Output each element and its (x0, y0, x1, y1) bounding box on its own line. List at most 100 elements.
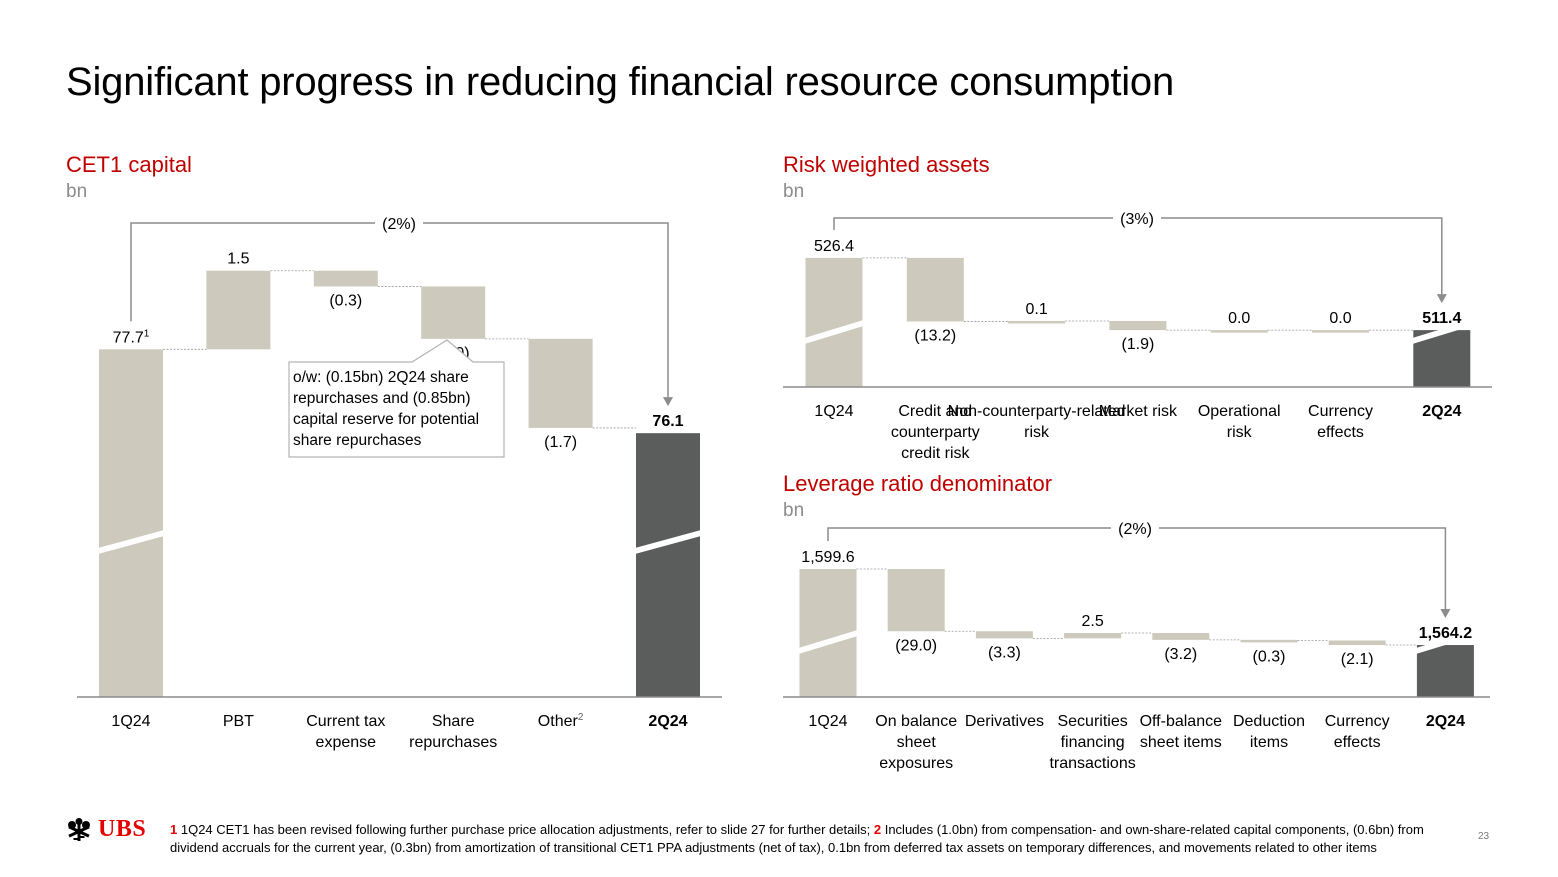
lrd-value-label-1: (29.0) (895, 637, 937, 654)
rwa-value-label-0: 526.4 (814, 238, 854, 255)
rwa-value-label-2: 0.1 (1025, 301, 1047, 318)
rwa-bar-5 (1312, 330, 1369, 333)
footnotes: 1 1Q24 CET1 has been revised following f… (170, 821, 1440, 857)
lrd-category-label: Derivatives (965, 713, 1044, 730)
rwa-unit-label: bn (783, 181, 805, 202)
cet1-axis-break-5 (635, 530, 701, 554)
rwa-category-label: Credit and (898, 403, 972, 420)
rwa-value-label-6: 511.4 (1422, 310, 1461, 327)
footnote-1-marker: 1 (170, 822, 178, 837)
cet1-category-footnote-marker: 2 (578, 712, 584, 723)
cet1-bar-1 (206, 270, 271, 350)
cet1-axis-break-0 (98, 530, 164, 554)
cet1-category-label: repurchases (409, 734, 497, 751)
rwa-category-label: Operational (1198, 403, 1281, 420)
lrd-axis-break-7 (1415, 630, 1475, 654)
lrd-change-bracket-left (827, 527, 1111, 542)
cet1-category-label: 1Q24 (111, 713, 150, 730)
cet1-bar-4 (528, 338, 593, 428)
keys-icon (68, 817, 90, 841)
footnote-1-text: 1Q24 CET1 has been revised following fur… (180, 822, 871, 837)
cet1-unit-label: bn (66, 181, 88, 202)
lrd-waterfall-chart: 1,599.6 (29.0) (3.3) 2.5 (3.2) (0.3) (2.1) 1,56… (783, 521, 1490, 772)
share-repurchase-callout: o/w: (0.15bn) 2Q24 share repurchases and… (293, 369, 480, 449)
rwa-category-label: credit risk (901, 445, 970, 462)
lrd-bar-7 (1416, 645, 1474, 697)
lrd-category-label: 2Q24 (1426, 713, 1465, 730)
rwa-value-label-5: 0.0 (1329, 310, 1351, 327)
cet1-change-label: (2%) (382, 216, 416, 233)
lrd-category-label: Off-balance (1140, 713, 1223, 730)
cet1-value-label-5: 76.1 (652, 413, 683, 430)
cet1-bar-0 (99, 349, 163, 697)
callout-box (288, 339, 505, 458)
rwa-waterfall-chart: 526.4 (13.2) 0.1 (1.9) 0.0 0.0 511.4 1Q24 Credit… (783, 211, 1492, 462)
lrd-change-label: (2%) (1118, 521, 1152, 538)
lrd-value-label-5: (0.3) (1253, 648, 1286, 665)
rwa-change-arrow-head (1436, 294, 1447, 304)
rwa-value-label-3: (1.9) (1121, 336, 1154, 353)
rwa-change-bracket-right (1161, 217, 1443, 295)
page-title: Significant progress in reducing financi… (66, 60, 1175, 104)
lrd-category-label: effects (1334, 734, 1381, 751)
ubs-logo-text: UBS (98, 816, 147, 842)
lrd-category-label: Currency (1325, 713, 1390, 730)
lrd-bar-4 (1152, 633, 1210, 640)
lrd-unit-label: bn (783, 500, 805, 521)
lrd-category-label: exposures (879, 755, 953, 772)
rwa-change-label: (3%) (1120, 211, 1154, 228)
cet1-value-label-0: 77.71 (113, 328, 150, 346)
cet1-value-label-2: (0.3) (329, 292, 362, 309)
lrd-category-label: 1Q24 (808, 713, 847, 730)
lrd-value-label-0: 1,599.6 (801, 549, 854, 566)
rwa-section-title: Risk weighted assets (783, 152, 990, 177)
rwa-axis-break-0 (804, 320, 864, 344)
lrd-bar-0 (799, 569, 857, 697)
footnote-2-marker: 2 (873, 822, 882, 837)
cet1-category-label: 2Q24 (648, 713, 687, 730)
lrd-category-label: Securities (1057, 713, 1127, 730)
cet1-change-bracket-left (130, 222, 375, 322)
rwa-category-label: risk (1227, 424, 1253, 441)
rwa-category-label: Market risk (1099, 403, 1178, 420)
lrd-value-label-6: (2.1) (1341, 651, 1374, 668)
lrd-category-label: On balance (875, 713, 957, 730)
lrd-category-label: sheet (897, 734, 937, 751)
rwa-category-label: 1Q24 (814, 403, 853, 420)
cet1-value-label-4: (1.7) (544, 434, 577, 451)
cet1-bar-2 (313, 270, 378, 287)
rwa-category-label: risk (1024, 424, 1050, 441)
cet1-value-label-1: 1.5 (227, 251, 249, 268)
cet1-category-label: expense (316, 734, 377, 751)
rwa-category-label: counterparty (891, 424, 980, 441)
rwa-bar-4 (1210, 330, 1268, 333)
lrd-change-bracket-right (1159, 527, 1447, 610)
lrd-bar-5 (1240, 639, 1298, 643)
rwa-category-label: effects (1317, 424, 1364, 441)
page-number: 23 (1478, 831, 1490, 842)
cet1-bar-3 (421, 286, 486, 339)
lrd-value-label-7: 1,564.2 (1419, 625, 1472, 642)
lrd-category-label: items (1250, 734, 1288, 751)
rwa-bar-2 (1008, 320, 1066, 324)
rwa-axis-break-6 (1412, 320, 1472, 344)
lrd-value-label-2: (3.3) (988, 644, 1021, 661)
footnote-2-text: Includes (1.0bn) from compensation- and … (170, 822, 1424, 855)
cet1-waterfall-chart: 77.711.5(0.3)(1.0)(1.7)76.11Q24PBTCurren… (77, 216, 722, 751)
cet1-change-arrow-head (663, 397, 673, 407)
lrd-bar-1 (887, 569, 945, 632)
rwa-value-label-4: 0.0 (1228, 310, 1250, 327)
lrd-category-label: Deduction (1233, 713, 1305, 730)
lrd-bar-3 (1064, 633, 1122, 639)
rwa-bar-1 (906, 257, 964, 322)
cet1-category-label: Current tax (306, 713, 385, 730)
cet1-bar-5 (636, 433, 700, 697)
lrd-value-label-3: 2.5 (1081, 613, 1103, 630)
rwa-category-label: Non-counterparty-related (948, 403, 1126, 420)
cet1-value-footnote-marker: 1 (144, 328, 150, 339)
rwa-category-label: Currency (1308, 403, 1373, 420)
cet1-category-label: PBT (223, 713, 254, 730)
lrd-change-arrow-head (1440, 609, 1451, 619)
rwa-bar-3 (1109, 320, 1167, 331)
